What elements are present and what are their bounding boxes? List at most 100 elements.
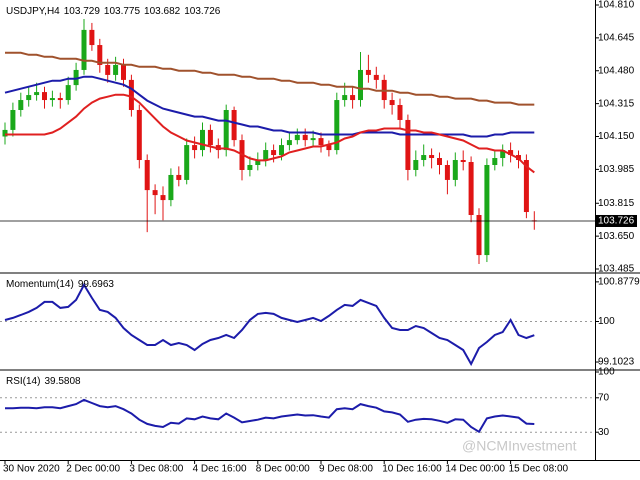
title-low: 103.682	[144, 6, 181, 17]
candle-body	[73, 69, 79, 86]
candle-body	[500, 150, 506, 159]
y-tick-label: 104.645	[598, 33, 635, 44]
title-close: 103.726	[184, 6, 221, 17]
title-open: 103.729	[64, 6, 101, 17]
y-tick-label: 104.810	[598, 0, 635, 11]
candle-body	[326, 145, 332, 151]
candle-body	[144, 160, 150, 191]
candle-body	[294, 134, 300, 141]
candle-body	[508, 150, 514, 156]
indicator-line	[4, 282, 535, 367]
y-tick-label: 104.315	[598, 98, 635, 109]
candle-body	[97, 45, 103, 65]
indicator-line	[5, 51, 535, 106]
chart-title: USDJPY,H4 103.729 103.775 103.682 103.726	[6, 6, 221, 17]
title-high: 103.775	[104, 6, 141, 17]
candle-body	[136, 110, 142, 161]
candle-body	[373, 74, 379, 80]
candle-body	[342, 95, 348, 101]
candle-body	[152, 190, 158, 196]
x-tick-label: 30 Nov 2020	[3, 464, 60, 475]
candle-body	[160, 195, 166, 201]
candle-body	[460, 160, 466, 163]
candle-body	[200, 129, 205, 151]
candle-body	[192, 145, 198, 151]
y-tick-label: 104.480	[598, 65, 635, 76]
y-tick-label: 104.150	[598, 131, 635, 142]
y-tick-label: 103.650	[598, 231, 635, 242]
title-text: RSI(14)	[6, 376, 40, 387]
panel-title: Momentum(14) 99.6963	[6, 279, 114, 290]
candle-body	[121, 64, 126, 80]
candle-body	[207, 129, 213, 146]
candle-body	[334, 100, 340, 151]
x-tick-label: 14 Dec 00:00	[445, 464, 505, 475]
candle-body	[263, 150, 269, 161]
candle-body	[437, 158, 442, 165]
x-tick-label: 3 Dec 08:00	[129, 464, 183, 475]
candle-body	[18, 100, 24, 111]
candle-body	[255, 160, 261, 165]
candle-body	[271, 150, 277, 156]
candle-body	[318, 138, 324, 146]
candle-body	[358, 69, 363, 101]
candle-body	[397, 105, 403, 120]
candle-body	[279, 145, 284, 156]
x-tick-label: 2 Dec 00:00	[66, 464, 120, 475]
y-tick-label: 30	[598, 427, 610, 438]
candle-body	[57, 98, 63, 101]
candle-body	[405, 119, 411, 170]
candle-body	[492, 158, 498, 165]
indicator-line	[5, 93, 535, 174]
candle-body	[2, 129, 8, 137]
candle-body	[302, 134, 308, 141]
candle-body	[168, 174, 174, 201]
y-tick-label: 100.8779	[598, 277, 640, 288]
candle-body	[413, 160, 419, 170]
candle-body	[231, 110, 237, 141]
candle-body	[81, 29, 87, 70]
candle-body	[89, 29, 95, 46]
candle-body	[10, 110, 16, 130]
candle-body	[484, 164, 490, 256]
title-value: 99.6963	[78, 279, 115, 290]
candle-body	[105, 64, 111, 75]
candle-body	[34, 92, 40, 96]
y-tick-label: 100	[598, 367, 615, 378]
indicator-line	[5, 398, 535, 434]
candle-body	[523, 160, 529, 213]
last-price-box	[596, 214, 637, 227]
candle-body	[452, 160, 458, 180]
y-tick-label: 70	[598, 392, 610, 403]
y-tick-label: 100	[598, 316, 615, 327]
y-tick-label: 103.985	[598, 164, 635, 175]
last-price-label: 103.726	[598, 216, 635, 227]
candle-body	[49, 98, 55, 101]
y-tick-label: 99.1023	[598, 357, 635, 368]
title-value: 39.5808	[44, 376, 81, 387]
candle-body	[42, 92, 47, 101]
candle-body	[350, 95, 356, 101]
x-tick-label: 4 Dec 16:00	[193, 464, 247, 475]
title-text: USDJPY,H4	[6, 6, 60, 17]
candle-body	[128, 79, 134, 111]
panel-title: RSI(14) 39.5808	[6, 376, 81, 387]
candle-body	[65, 85, 71, 101]
candle-body	[468, 162, 474, 216]
candle-body	[310, 138, 316, 141]
candle-body	[421, 155, 427, 161]
candle-body	[176, 174, 182, 180]
candle-body	[389, 100, 395, 106]
candle-body	[247, 164, 253, 170]
candle-body	[286, 140, 292, 146]
indicator-line	[4, 75, 535, 138]
title-text: Momentum(14)	[6, 279, 74, 290]
x-tick-label: 10 Dec 16:00	[382, 464, 442, 475]
x-tick-label: 8 Dec 00:00	[256, 464, 310, 475]
y-tick-label: 103.815	[598, 198, 635, 209]
candle-body	[429, 155, 435, 159]
y-tick-label: 103.485	[598, 264, 635, 275]
